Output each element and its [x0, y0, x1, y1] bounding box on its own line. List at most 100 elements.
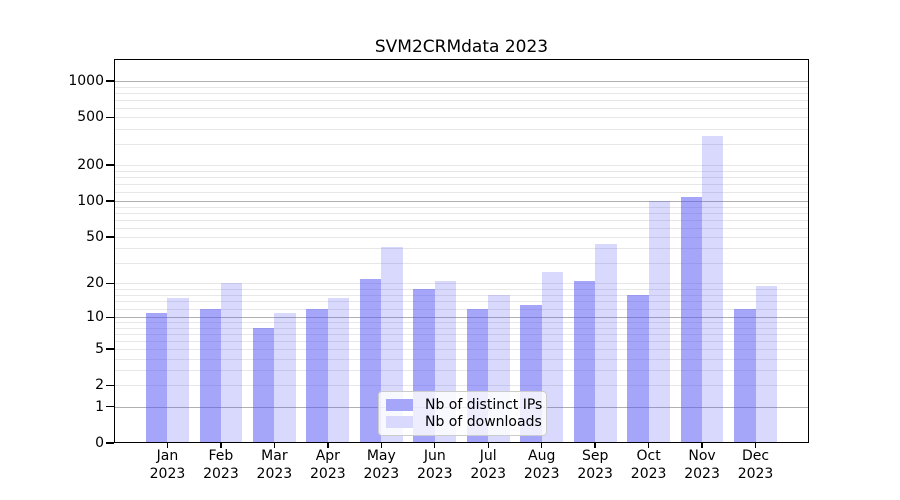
legend-entry-downloads: Nb of downloads: [386, 414, 542, 432]
bar-distinct-ips-sep: [573, 281, 596, 443]
y-tick-label: 5: [95, 341, 104, 358]
bar-downloads-aug: [541, 272, 564, 443]
x-tick-label: Jul 2023: [470, 448, 507, 482]
gridline-minor: [114, 219, 809, 221]
y-tick-mark: [106, 200, 114, 202]
gridline-minor: [114, 86, 809, 88]
gridline-minor: [114, 385, 809, 387]
x-tick-mark: [647, 443, 650, 448]
gridline-minor: [114, 236, 809, 238]
y-tick-mark: [106, 236, 114, 238]
gridline-minor: [114, 143, 809, 145]
bar-downloads-dec: [755, 286, 777, 443]
gridline-minor: [114, 341, 809, 343]
legend: Nb of distinct IPs Nb of downloads: [378, 391, 547, 436]
gridline-major: [114, 317, 809, 319]
x-tick-label: Jan 2023: [149, 448, 186, 482]
gridline-minor: [114, 370, 809, 372]
x-tick-label: Feb 2023: [203, 448, 239, 482]
bar-downloads-sep: [595, 243, 617, 443]
y-tick-mark: [106, 316, 114, 319]
y-tick-label: 0: [95, 435, 104, 451]
chart-title: SVM2CRMdata 2023: [374, 37, 549, 57]
x-tick-mark: [434, 443, 436, 448]
gridline-minor: [114, 206, 809, 208]
bar-distinct-ips-jan: [146, 312, 168, 443]
x-tick-mark: [487, 443, 489, 448]
y-tick-mark: [106, 282, 114, 285]
gridline-minor: [114, 99, 809, 101]
y-tick-label: 200: [77, 157, 104, 174]
bar-downloads-nov: [702, 135, 724, 443]
bar-downloads-mar: [274, 312, 296, 443]
gridline-minor: [114, 170, 809, 172]
legend-label-distinct-ips: Nb of distinct IPs: [425, 396, 543, 413]
gridline-minor: [114, 248, 809, 250]
y-tick-mark: [106, 164, 114, 166]
x-tick-mark: [273, 443, 276, 448]
y-tick-label: 1000: [68, 72, 104, 89]
y-tick-label: 2: [95, 377, 104, 394]
gridline-minor: [114, 92, 809, 94]
x-tick-label: Jun 2023: [416, 448, 453, 482]
gridline-minor: [114, 263, 809, 265]
x-tick-label: Mar 2023: [256, 448, 293, 482]
gridline-minor: [114, 117, 809, 119]
x-tick-label: Oct 2023: [630, 448, 667, 482]
gridline-minor: [114, 327, 809, 329]
gridline-minor: [114, 227, 809, 229]
x-tick-label: Dec 2023: [737, 448, 774, 482]
y-tick-mark: [106, 405, 114, 408]
bar-downloads-feb: [220, 283, 243, 443]
y-tick-label: 500: [77, 109, 104, 126]
x-tick-label: Sep 2023: [577, 448, 613, 482]
bar-distinct-ips-nov: [680, 197, 703, 443]
gridline-minor: [114, 128, 809, 130]
y-tick-mark: [106, 442, 114, 444]
x-tick-mark: [166, 443, 169, 448]
bar-downloads-jan: [167, 297, 189, 443]
gridline-major: [114, 201, 809, 203]
y-tick-label: 50: [86, 228, 104, 245]
y-tick-label: 20: [86, 275, 104, 292]
gridline-minor: [114, 358, 809, 360]
x-tick-mark: [754, 443, 757, 448]
gridline-minor: [114, 212, 809, 214]
bar-downloads-apr: [327, 297, 350, 443]
y-tick-label: 100: [77, 193, 104, 210]
y-tick-mark: [106, 116, 114, 118]
y-tick-mark: [106, 384, 114, 387]
legend-swatch-distinct-ips: [386, 398, 413, 411]
gridline-minor: [114, 183, 809, 185]
plot-area: [114, 59, 809, 443]
gridline-minor: [114, 322, 809, 324]
bar-distinct-ips-feb: [199, 308, 221, 443]
gridline-minor: [114, 165, 809, 167]
x-tick-label: Nov 2023: [684, 448, 720, 482]
gridline-minor: [114, 334, 809, 336]
gridline-minor: [114, 191, 809, 193]
x-tick-mark: [540, 443, 543, 448]
bar-distinct-ips-may: [359, 278, 382, 443]
y-tick-label: 1: [95, 398, 104, 415]
gridline-minor: [114, 294, 809, 296]
legend-label-downloads: Nb of downloads: [425, 414, 542, 431]
gridline-minor: [114, 283, 809, 285]
legend-entry-distinct-ips: Nb of distinct IPs: [386, 396, 542, 414]
y-tick-mark: [106, 348, 114, 350]
gridline-minor: [114, 107, 809, 109]
x-tick-mark: [594, 443, 596, 448]
gridline-minor: [114, 308, 809, 310]
gridline-minor: [114, 288, 809, 290]
gridline-minor: [114, 349, 809, 351]
bar-distinct-ips-mar: [252, 327, 275, 443]
x-tick-label: Aug 2023: [523, 448, 560, 482]
bar-distinct-ips-dec: [734, 308, 756, 443]
x-tick-mark: [220, 443, 222, 448]
x-tick-mark: [327, 443, 329, 448]
x-tick-mark: [701, 443, 703, 448]
bar-distinct-ips-oct: [627, 294, 649, 443]
gridline-major: [114, 80, 809, 82]
bar-downloads-oct: [648, 201, 670, 443]
